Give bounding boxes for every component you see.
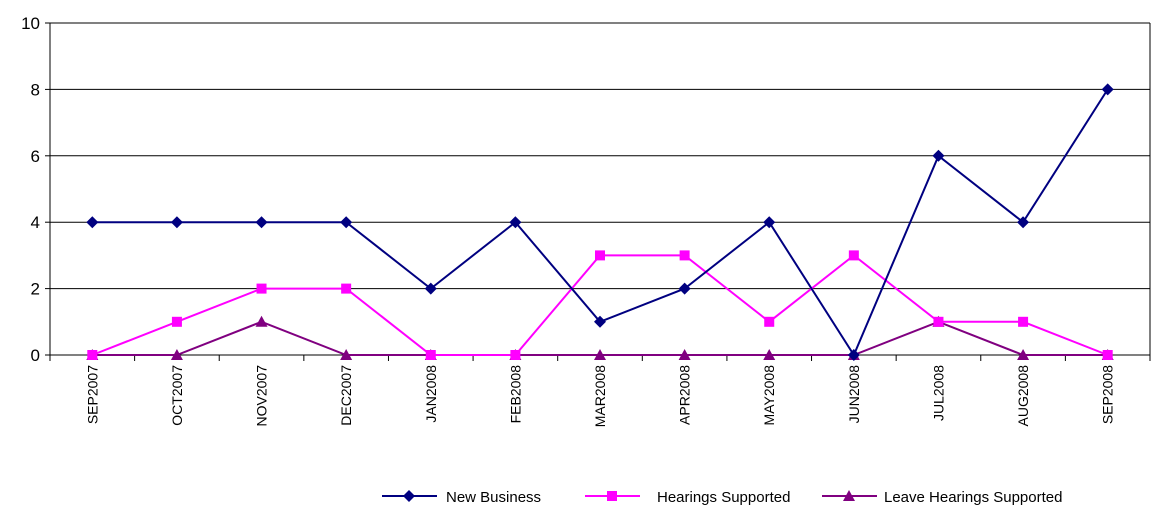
series-lines [86, 83, 1114, 361]
data-point [848, 250, 859, 261]
data-point [340, 216, 353, 229]
data-point [763, 216, 776, 229]
data-point [847, 349, 860, 361]
data-point [1101, 83, 1114, 96]
data-point [1017, 216, 1030, 229]
data-point [256, 283, 267, 294]
y-tick-label: 4 [31, 213, 40, 232]
series-new-business [86, 83, 1114, 361]
data-point [255, 315, 268, 327]
data-point [763, 349, 776, 360]
data-point [1017, 349, 1030, 360]
data-point [933, 316, 944, 327]
x-tick-label: OCT2007 [169, 365, 185, 426]
legend-marker [607, 491, 617, 501]
y-tick-label: 0 [31, 346, 40, 365]
data-point [510, 350, 521, 360]
data-point [170, 216, 183, 229]
data-point [87, 350, 98, 360]
data-point [1018, 316, 1029, 327]
data-point [932, 149, 945, 162]
x-tick-label: NOV2007 [254, 365, 270, 427]
data-point [255, 216, 268, 229]
x-tick-label: JUN2008 [846, 365, 862, 424]
x-tick-label: SEP2007 [84, 365, 100, 424]
legend-item: Hearings Supported [585, 489, 790, 506]
x-tick-label: SEP2008 [1100, 365, 1116, 424]
data-point [170, 349, 183, 360]
legend-item: Leave Hearings Supported [822, 489, 1062, 506]
y-tick-label: 6 [31, 147, 40, 166]
data-point [594, 349, 606, 360]
x-tick-label: MAY2008 [761, 365, 777, 426]
data-point [341, 283, 352, 294]
y-tick-label: 10 [21, 14, 40, 33]
gridlines [50, 22, 1150, 290]
y-tick-label: 2 [31, 280, 40, 299]
y-tick-labels: 0 2 4 6 8 10 [21, 14, 40, 365]
y-tick-label: 8 [31, 80, 40, 99]
data-point [424, 282, 437, 295]
x-tick-label: DEC2007 [338, 365, 354, 426]
data-point [425, 350, 436, 360]
data-point [340, 349, 353, 360]
data-point [595, 250, 605, 261]
data-point [86, 216, 99, 229]
legend-marker [403, 490, 415, 502]
data-point [764, 316, 775, 327]
data-point [679, 250, 690, 261]
x-tick-labels: SEP2007 OCT2007 NOV2007 DEC2007 JAN2008 FEB20… [84, 365, 1115, 427]
legend-item: New Business [382, 489, 541, 506]
x-tick-label: AUG2008 [1015, 365, 1031, 427]
data-point [678, 349, 691, 360]
legend-label: Hearings Supported [657, 489, 790, 506]
series-line [91, 254, 1109, 356]
data-point [509, 216, 522, 229]
x-tick-label: FEB2008 [507, 365, 523, 424]
data-point [171, 316, 182, 327]
legend-marker [843, 490, 855, 501]
x-tick-label: APR2008 [677, 365, 693, 425]
data-point [594, 315, 606, 328]
legend-label: Leave Hearings Supported [884, 489, 1062, 506]
x-tick-label: MAR2008 [592, 365, 608, 427]
x-tick-label: JUL2008 [930, 365, 946, 421]
data-point [1102, 350, 1113, 360]
legend-label: New Business [446, 489, 541, 506]
legend: New Business Hearings Supported Leave Hear… [382, 489, 1062, 506]
x-tick-label: JAN2008 [423, 365, 439, 423]
data-point [678, 282, 691, 295]
series-hearings-supported [87, 250, 1113, 360]
